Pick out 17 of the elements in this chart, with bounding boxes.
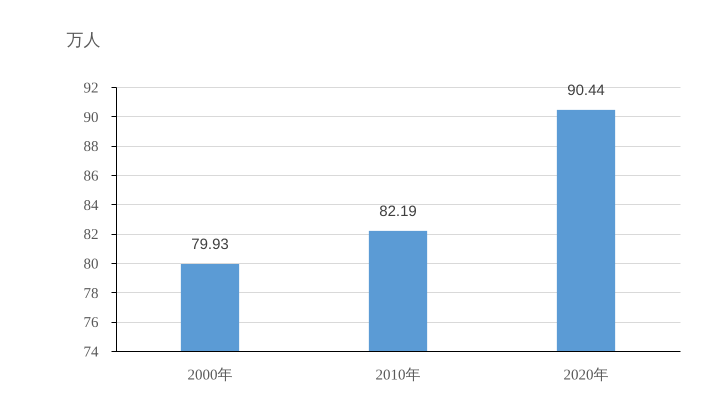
y-tick-label: 80 — [84, 256, 98, 272]
y-tick-label: 76 — [84, 315, 99, 332]
data-label: 79.93 — [191, 236, 229, 254]
y-tick-label: 78 — [84, 286, 98, 302]
y-tick-label: 90 — [84, 110, 98, 126]
y-tick-label: 82 — [84, 227, 98, 244]
y-tick-label: 88 — [84, 139, 98, 156]
x-tick-label: 2020年 — [564, 366, 608, 384]
y-tick-label: 74 — [84, 344, 99, 360]
y-tick-label: 86 — [84, 168, 99, 184]
data-label: 82.19 — [379, 202, 417, 220]
x-tick-label: 2000年 — [188, 366, 232, 384]
y-axis-title: 万人 — [66, 30, 100, 50]
x-tick-label: 2010年 — [376, 366, 420, 384]
y-tick-label: 84 — [84, 198, 99, 214]
y-tick-label: 92 — [84, 80, 98, 96]
data-label: 90.44 — [567, 82, 605, 99]
